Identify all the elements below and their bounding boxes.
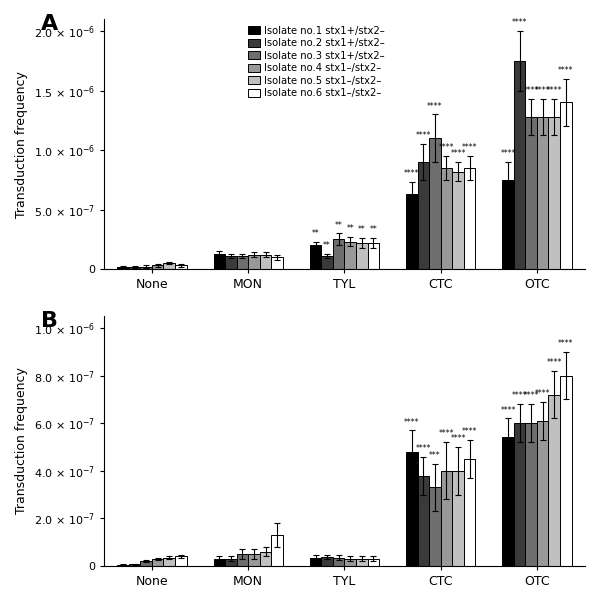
Bar	[502, 180, 514, 269]
Bar	[502, 438, 514, 566]
Text: ****: ****	[512, 18, 527, 27]
Bar	[418, 476, 429, 566]
Bar	[260, 255, 271, 269]
Bar	[418, 162, 429, 269]
Bar	[118, 267, 129, 269]
Bar	[322, 557, 333, 566]
Bar	[368, 243, 379, 269]
Bar	[152, 559, 163, 566]
Bar	[225, 559, 236, 566]
Text: ****: ****	[547, 358, 562, 367]
Bar	[526, 423, 537, 566]
Text: ****: ****	[404, 418, 419, 426]
Text: **: **	[323, 241, 331, 250]
Bar	[271, 535, 283, 566]
Text: B: B	[41, 311, 58, 331]
Text: ****: ****	[558, 66, 574, 75]
Text: ****: ****	[450, 149, 466, 158]
Bar	[356, 559, 368, 566]
Y-axis label: Transduction frequency: Transduction frequency	[15, 368, 28, 514]
Bar	[548, 117, 560, 269]
Bar	[152, 265, 163, 269]
Bar	[368, 559, 379, 566]
Bar	[236, 554, 248, 566]
Bar	[464, 168, 475, 269]
Bar	[271, 257, 283, 269]
Bar	[322, 256, 333, 269]
Bar	[248, 554, 260, 566]
Bar	[452, 171, 464, 269]
Bar	[214, 254, 225, 269]
Bar	[440, 168, 452, 269]
Bar	[514, 61, 526, 269]
Bar	[248, 255, 260, 269]
Bar	[175, 265, 187, 269]
Text: ****: ****	[462, 427, 477, 436]
Text: **: **	[370, 226, 377, 235]
Bar	[406, 194, 418, 269]
Bar	[440, 471, 452, 566]
Text: ****: ****	[416, 444, 431, 453]
Bar	[163, 558, 175, 566]
Text: ****: ****	[535, 86, 550, 95]
Text: ****: ****	[416, 131, 431, 140]
Text: A: A	[41, 14, 59, 34]
Bar	[560, 103, 572, 269]
Text: ****: ****	[547, 86, 562, 95]
Text: ****: ****	[523, 86, 539, 95]
Text: **: **	[358, 226, 365, 235]
Bar	[548, 394, 560, 566]
Bar	[214, 559, 225, 566]
Text: ****: ****	[500, 149, 516, 158]
Bar	[406, 452, 418, 566]
Bar	[310, 245, 322, 269]
Bar	[356, 243, 368, 269]
Bar	[344, 242, 356, 269]
Bar	[333, 558, 344, 566]
Bar	[429, 138, 440, 269]
Text: ****: ****	[558, 339, 574, 348]
Bar	[118, 565, 129, 566]
Bar	[140, 561, 152, 566]
Legend: Isolate no.1 stx1+/stx2–, Isolate no.2 stx1+/stx2–, Isolate no.3 stx1+/stx2–, Is: Isolate no.1 stx1+/stx2–, Isolate no.2 s…	[244, 22, 388, 103]
Text: **: **	[311, 229, 319, 238]
Bar	[129, 267, 140, 269]
Text: ****: ****	[427, 102, 443, 110]
Text: ****: ****	[535, 389, 550, 398]
Text: ****: ****	[404, 169, 419, 178]
Bar	[344, 559, 356, 566]
Bar	[140, 267, 152, 269]
Bar	[225, 256, 236, 269]
Text: **: **	[346, 224, 354, 233]
Bar	[175, 557, 187, 566]
Text: ****: ****	[462, 144, 477, 153]
Bar	[560, 376, 572, 566]
Bar	[452, 471, 464, 566]
Bar	[163, 263, 175, 269]
Text: ****: ****	[439, 429, 454, 438]
Bar	[236, 256, 248, 269]
Text: ****: ****	[500, 406, 516, 415]
Bar	[537, 117, 548, 269]
Y-axis label: Transduction frequency: Transduction frequency	[15, 71, 28, 218]
Bar	[514, 423, 526, 566]
Text: **: **	[335, 221, 343, 230]
Bar	[537, 421, 548, 566]
Bar	[129, 564, 140, 566]
Text: ****: ****	[523, 391, 539, 400]
Text: ****: ****	[439, 144, 454, 153]
Bar	[526, 117, 537, 269]
Text: ****: ****	[512, 391, 527, 400]
Text: ***: ***	[429, 451, 440, 460]
Text: ****: ****	[450, 434, 466, 443]
Bar	[333, 239, 344, 269]
Bar	[310, 558, 322, 566]
Bar	[464, 459, 475, 566]
Bar	[260, 552, 271, 566]
Bar	[429, 487, 440, 566]
